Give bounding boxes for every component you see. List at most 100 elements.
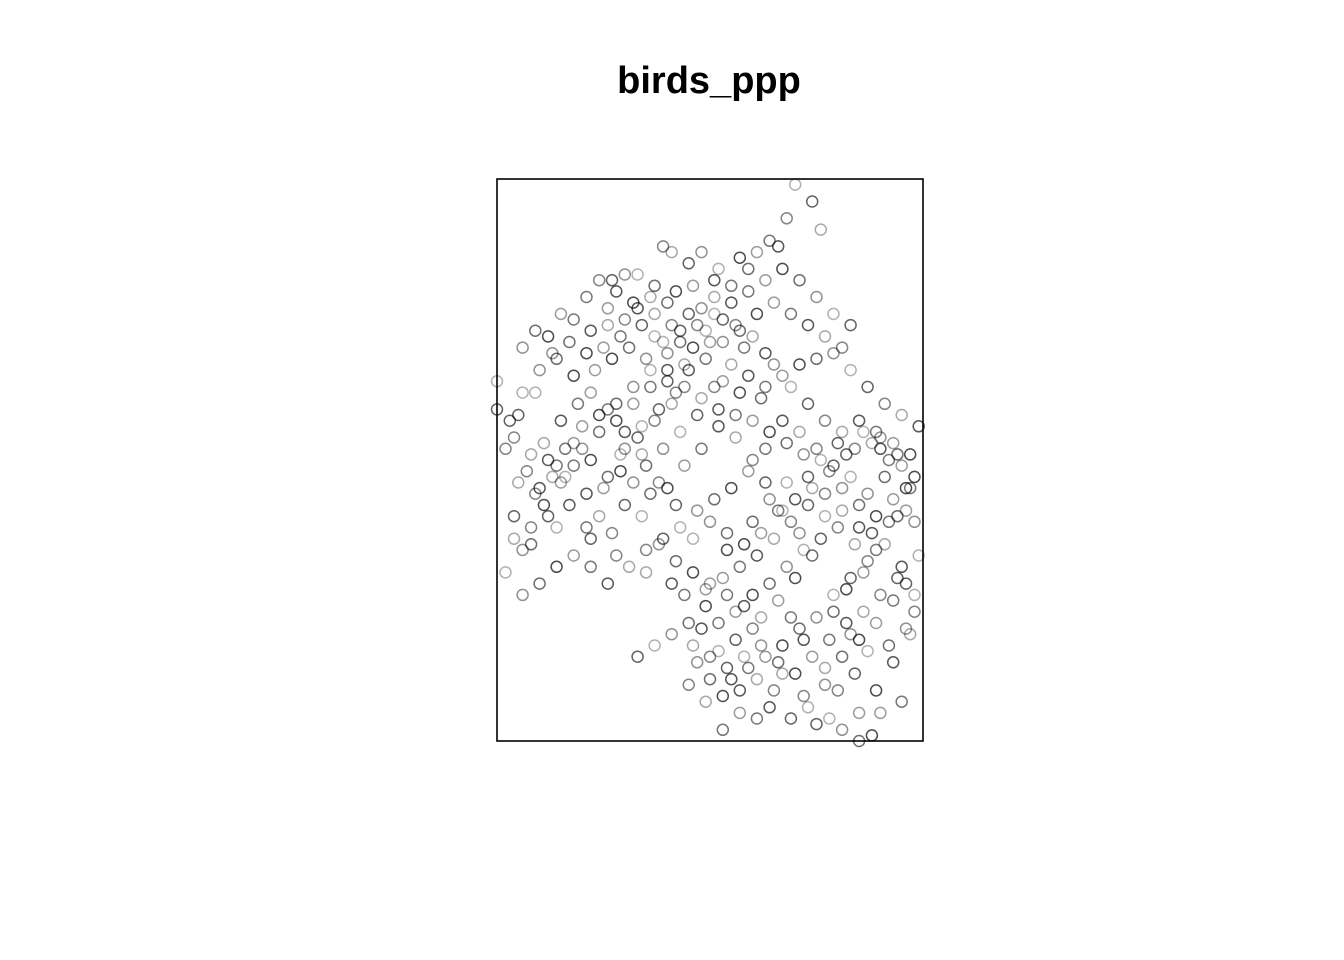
data-point-272 xyxy=(874,588,887,602)
data-point-329 xyxy=(639,352,653,366)
data-point-24 xyxy=(610,285,623,298)
data-point-226 xyxy=(886,493,900,506)
data-point-315 xyxy=(601,403,615,416)
data-point-92 xyxy=(797,689,810,703)
data-point-141 xyxy=(848,667,862,680)
data-point-84 xyxy=(886,656,900,669)
data-point-368 xyxy=(601,470,615,484)
data-point-108 xyxy=(669,554,683,568)
data-point-235 xyxy=(733,560,747,574)
data-point-184 xyxy=(776,414,789,427)
data-point-324 xyxy=(554,414,568,427)
data-point-47 xyxy=(541,330,555,343)
data-point-351 xyxy=(682,307,695,321)
data-point-48 xyxy=(529,324,542,337)
data-point-326 xyxy=(588,363,602,377)
data-point-277 xyxy=(788,667,802,680)
data-point-95 xyxy=(750,712,764,725)
data-point-46 xyxy=(554,307,568,321)
data-point-150 xyxy=(776,504,789,517)
data-point-247 xyxy=(776,639,789,652)
data-point-146 xyxy=(771,594,785,607)
data-point-2 xyxy=(780,212,793,225)
data-point-52 xyxy=(507,431,521,444)
data-point-261 xyxy=(784,712,798,725)
data-point-136 xyxy=(857,566,870,579)
data-point-262 xyxy=(767,684,781,697)
data-point-267 xyxy=(869,684,883,697)
data-point-70 xyxy=(814,453,828,467)
data-point-302 xyxy=(823,464,836,478)
data-point-169 xyxy=(767,358,781,371)
data-point-207 xyxy=(614,464,627,478)
data-point-299 xyxy=(874,431,887,444)
data-point-313 xyxy=(635,448,649,461)
data-point-186 xyxy=(742,464,755,478)
data-point-223 xyxy=(895,408,908,422)
data-point-227 xyxy=(869,509,883,523)
data-point-148 xyxy=(805,549,819,562)
data-point-128 xyxy=(746,515,759,529)
data-point-285 xyxy=(712,616,725,630)
data-point-0 xyxy=(788,178,802,191)
data-point-237 xyxy=(699,599,712,613)
data-point-105 xyxy=(720,588,734,602)
data-point-68 xyxy=(780,436,793,450)
data-point-126 xyxy=(699,583,712,596)
data-point-346 xyxy=(767,296,781,309)
data-point-269 xyxy=(899,622,913,635)
data-point-251 xyxy=(844,571,857,585)
data-point-322 xyxy=(520,464,534,478)
data-point-254 xyxy=(895,560,908,574)
data-point-255 xyxy=(886,594,900,607)
data-point-152 xyxy=(746,453,759,467)
data-point-369 xyxy=(618,442,632,456)
data-point-370 xyxy=(635,420,649,433)
data-point-163 xyxy=(665,397,678,411)
data-point-248 xyxy=(793,622,806,635)
data-point-195 xyxy=(584,560,597,574)
data-point-194 xyxy=(601,577,615,590)
data-point-147 xyxy=(788,571,802,585)
data-point-330 xyxy=(656,335,670,349)
data-point-19 xyxy=(618,268,632,281)
data-point-294 xyxy=(865,526,879,540)
data-point-290 xyxy=(797,543,810,557)
data-point-380 xyxy=(558,470,572,484)
data-point-224 xyxy=(912,420,925,433)
data-point-82 xyxy=(908,605,921,618)
data-point-363 xyxy=(512,476,525,489)
data-point-250 xyxy=(827,588,840,602)
data-point-134 xyxy=(852,521,866,534)
data-point-5 xyxy=(763,234,776,248)
data-point-278 xyxy=(771,656,785,669)
data-point-37 xyxy=(686,341,700,354)
data-point-26 xyxy=(601,302,615,315)
data-point-81 xyxy=(899,577,913,590)
data-point-190 xyxy=(673,521,687,534)
data-point-215 xyxy=(759,380,772,394)
data-point-242 xyxy=(682,678,695,692)
data-point-375 xyxy=(644,380,657,394)
data-point-234 xyxy=(750,549,764,562)
data-point-155 xyxy=(695,442,708,456)
data-point-143 xyxy=(818,661,832,675)
data-point-304 xyxy=(788,493,802,506)
data-point-22 xyxy=(592,273,606,287)
data-point-356 xyxy=(597,341,610,354)
data-point-3 xyxy=(814,223,828,236)
data-point-292 xyxy=(831,521,845,534)
data-point-122 xyxy=(610,549,623,562)
data-point-381 xyxy=(541,509,555,523)
data-point-103 xyxy=(754,611,768,624)
data-point-325 xyxy=(571,397,585,411)
data-point-350 xyxy=(699,324,712,337)
data-point-339 xyxy=(810,290,823,304)
data-point-281 xyxy=(720,661,734,675)
data-point-13 xyxy=(665,245,678,259)
data-point-218 xyxy=(810,352,823,366)
data-point-75 xyxy=(882,453,896,467)
data-point-59 xyxy=(627,380,640,394)
data-point-172 xyxy=(818,414,832,427)
points-layer xyxy=(490,178,925,748)
